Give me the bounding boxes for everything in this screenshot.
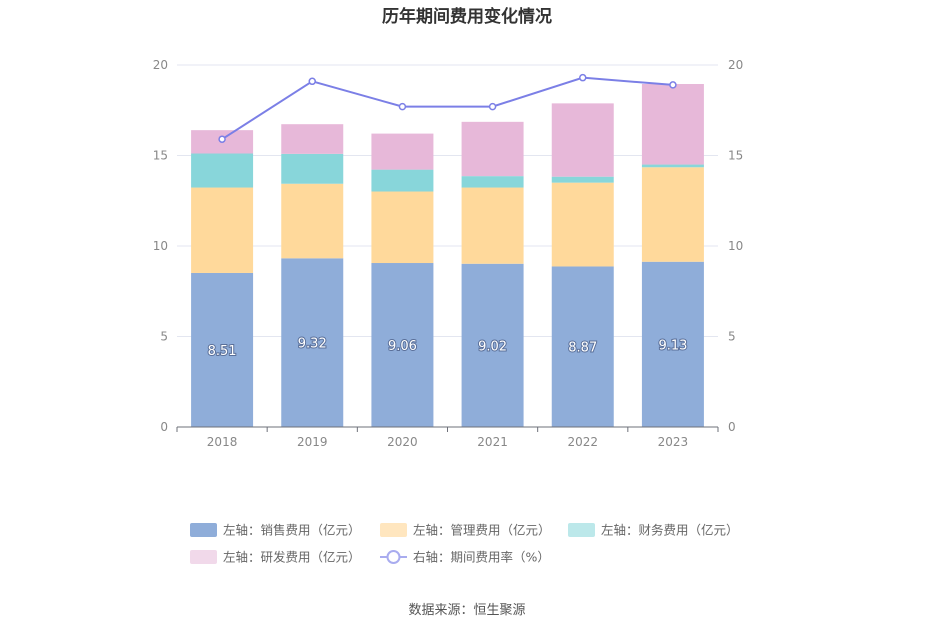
bar-segment[interactable] bbox=[191, 272, 254, 427]
x-tick-label: 2020 bbox=[387, 435, 418, 449]
bar-segment[interactable] bbox=[551, 176, 614, 183]
bar-value-label: 9.13 bbox=[658, 338, 687, 353]
bar-segment[interactable] bbox=[461, 263, 524, 427]
rate-line bbox=[221, 76, 673, 141]
y-left-tick-label: 10 bbox=[153, 239, 168, 253]
y-left-tick-label: 15 bbox=[153, 149, 168, 163]
y-left-tick-label: 5 bbox=[160, 330, 168, 344]
line-layer bbox=[218, 73, 677, 143]
bar-segment[interactable] bbox=[551, 182, 614, 267]
y-right-tick-label: 0 bbox=[728, 420, 736, 434]
bar-segment[interactable] bbox=[281, 124, 344, 154]
rate-point[interactable] bbox=[218, 135, 226, 143]
bar-segment[interactable] bbox=[551, 266, 614, 427]
axis-layer: 0 5 10 15 20 0 5 10 15 20 2018 2019 2020 2021 2022 2023 bbox=[153, 58, 744, 449]
bar-value-label: 9.06 bbox=[388, 339, 417, 354]
rate-point[interactable] bbox=[488, 102, 497, 111]
source-note: 数据来源：恒生聚源 bbox=[408, 603, 525, 618]
rate-point[interactable] bbox=[579, 73, 587, 82]
rate-point[interactable] bbox=[398, 102, 407, 111]
rate-point[interactable] bbox=[308, 77, 316, 86]
legend-label[interactable]: 左轴：管理费用（亿元） bbox=[413, 523, 551, 538]
bar-segment[interactable] bbox=[641, 84, 704, 165]
x-tick-label: 2023 bbox=[658, 435, 689, 449]
bar-segment[interactable] bbox=[371, 263, 434, 427]
y-right-tick-label: 10 bbox=[728, 239, 743, 253]
bar-segment[interactable] bbox=[371, 169, 434, 192]
y-left-tick-label: 20 bbox=[153, 58, 168, 72]
legend-swatch bbox=[380, 523, 407, 537]
bar-segment[interactable] bbox=[191, 187, 254, 273]
grid-layer bbox=[177, 64, 718, 337]
bar-segment[interactable] bbox=[641, 261, 704, 427]
bar-segment[interactable] bbox=[641, 164, 704, 168]
chart-title: 历年期间费用变化情况 bbox=[382, 6, 552, 27]
bar-segment[interactable] bbox=[371, 191, 434, 264]
bar-labels-layer: 8.51 9.32 9.06 9.02 8.87 9.13 bbox=[207, 336, 689, 360]
bar-segment[interactable] bbox=[371, 133, 434, 170]
bar-segment[interactable] bbox=[461, 121, 524, 177]
legend-label[interactable]: 左轴：研发费用（亿元） bbox=[223, 550, 361, 565]
bar-segment[interactable] bbox=[281, 153, 344, 184]
bar-value-label: 9.02 bbox=[478, 339, 507, 354]
bar-segment[interactable] bbox=[281, 258, 344, 427]
x-tick-label: 2019 bbox=[297, 435, 328, 449]
legend-swatch bbox=[190, 523, 217, 537]
bar-segment[interactable] bbox=[191, 153, 254, 188]
bar-segment[interactable] bbox=[461, 187, 524, 264]
bar-segment[interactable] bbox=[461, 176, 524, 188]
y-left-tick-label: 0 bbox=[160, 420, 168, 434]
bar-value-label: 8.51 bbox=[208, 344, 237, 359]
legend-swatch bbox=[568, 523, 595, 537]
legend-label[interactable]: 右轴：期间费用率（%） bbox=[413, 550, 550, 565]
rate-point[interactable] bbox=[669, 81, 677, 89]
bar-value-label: 9.32 bbox=[298, 337, 327, 352]
x-tick-label: 2022 bbox=[567, 435, 598, 449]
legend-label[interactable]: 左轴：财务费用（亿元） bbox=[601, 523, 739, 538]
bars-layer bbox=[191, 84, 704, 427]
bar-value-label: 8.87 bbox=[568, 341, 597, 356]
legend[interactable]: 左轴：销售费用（亿元） 左轴：管理费用（亿元） 左轴：财务费用（亿元） 左轴：研发费用… bbox=[190, 523, 739, 565]
legend-marker bbox=[386, 550, 401, 564]
x-tick-label: 2021 bbox=[477, 435, 508, 449]
y-right-tick-label: 15 bbox=[728, 149, 743, 163]
legend-swatch bbox=[190, 550, 217, 564]
y-right-tick-label: 5 bbox=[728, 330, 736, 344]
bar-segment[interactable] bbox=[641, 167, 704, 262]
y-right-tick-label: 20 bbox=[728, 58, 743, 72]
bar-segment[interactable] bbox=[281, 183, 344, 259]
x-tick-label: 2018 bbox=[207, 435, 238, 449]
bar-segment[interactable] bbox=[551, 103, 614, 177]
legend-label[interactable]: 左轴：销售费用（亿元） bbox=[223, 523, 361, 538]
